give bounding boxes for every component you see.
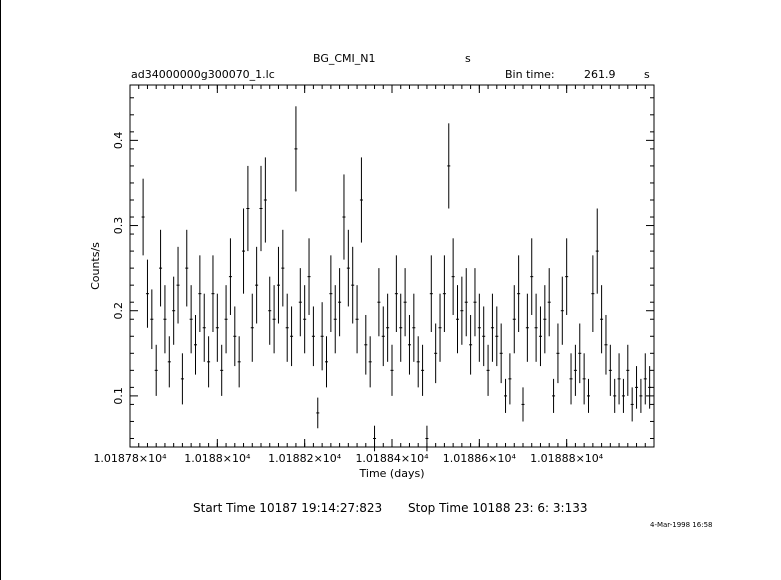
x-tick-label: 1.01882×10⁴	[268, 452, 342, 465]
stop-time: Stop Time 10188 23: 6: 3:133	[408, 501, 588, 515]
x-tick-label: 1.0188×10⁴	[184, 452, 251, 465]
y-tick-label: 0.1	[112, 387, 125, 405]
bin-time-value: 261.9	[584, 68, 616, 81]
y-tick-label: 0.3	[112, 217, 125, 235]
x-tick-label: 1.01884×10⁴	[355, 452, 429, 465]
left-edge-line	[0, 0, 1, 580]
y-tick-label: 0.4	[112, 132, 125, 150]
chart-title-unit: s	[465, 52, 471, 65]
chart-title: BG_CMI_N1	[313, 52, 376, 65]
bin-time-label: Bin time:	[505, 68, 555, 81]
start-time: Start Time 10187 19:14:27:823	[193, 501, 383, 515]
y-tick-label: 0.2	[112, 302, 125, 320]
x-axis-label: Time (days)	[359, 467, 425, 480]
date-stamp: 4-Mar-1998 16:58	[650, 521, 713, 529]
bin-time-unit: s	[644, 68, 650, 81]
data-points	[141, 106, 652, 452]
x-tick-label: 1.01886×10⁴	[443, 452, 517, 465]
axis-ticks: 1.01878×10⁴ 1.0188×10⁴ 1.01882×10⁴ 1.01884×…	[93, 85, 655, 465]
x-tick-label: 1.01878×10⁴	[93, 452, 167, 465]
y-axis-label: Counts/s	[89, 242, 102, 290]
filename-label: ad34000000g300070_1.lc	[131, 68, 275, 81]
x-tick-label: 1.01888×10⁴	[530, 452, 604, 465]
